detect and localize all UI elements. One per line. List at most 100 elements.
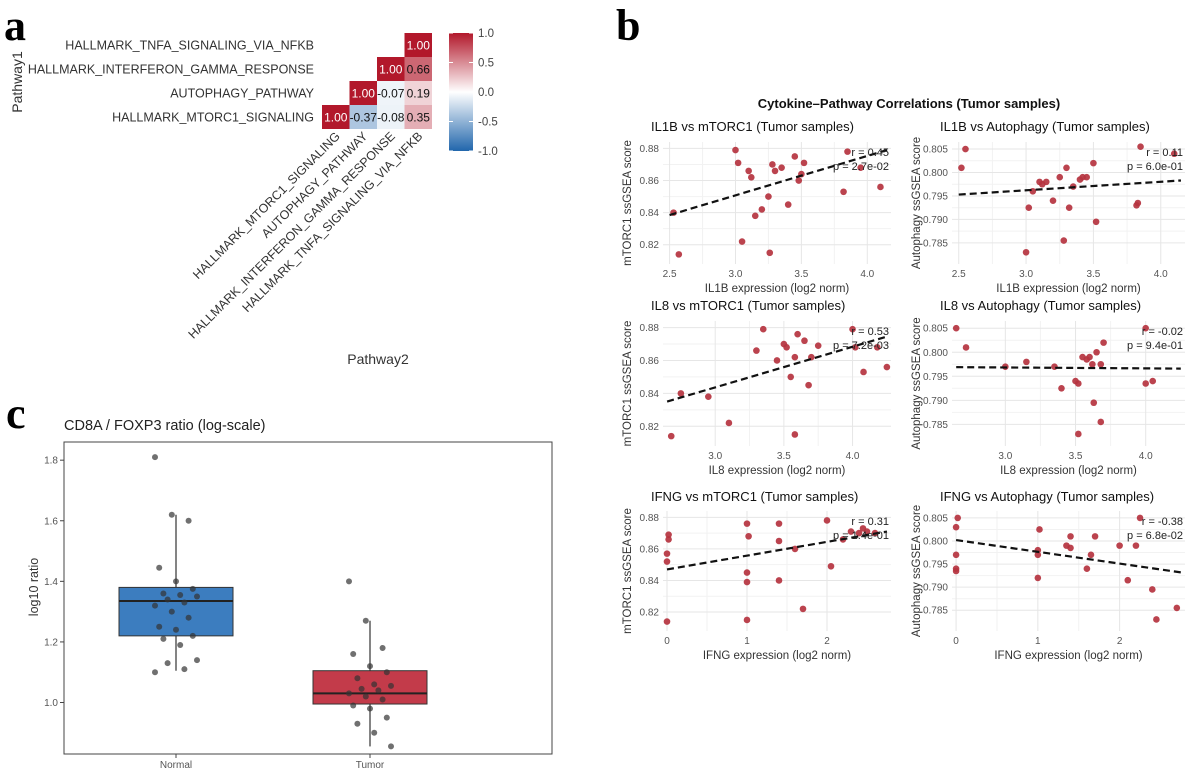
scatter-point <box>1034 574 1042 582</box>
jitter-point <box>194 657 200 664</box>
boxplot-frame <box>63 441 553 755</box>
jitter-point <box>177 641 184 648</box>
y-axis-label: mTORC1 ssGSEA score <box>622 508 634 634</box>
jitter-point <box>375 687 382 694</box>
y-tick-label: 0.86 <box>640 176 660 187</box>
heatmap-row-label: AUTOPHAGY_PATHWAY <box>170 87 314 101</box>
scatter-point <box>794 330 801 338</box>
scatter-facet: IFNG vs mTORC1 (Tumor samples) 0 1 2 0.82 0.8… <box>622 489 891 662</box>
y-tick-label: 0.795 <box>923 560 948 571</box>
regression-line <box>669 148 888 217</box>
scatter-point <box>1023 358 1030 366</box>
scatter-facet: IL8 vs Autophagy (Tumor samples) 3.0 3.5 4.… <box>911 298 1185 477</box>
scatter-point <box>1132 542 1140 549</box>
jitter-point <box>388 682 394 689</box>
scatter-point <box>1075 430 1082 438</box>
heatmap-row-label: HALLMARK_INTERFERON_GAMMA_RESPONSE <box>28 63 314 77</box>
jitter-point <box>173 578 179 585</box>
scatter-point <box>801 337 808 345</box>
x-tick-label: 3.5 <box>1086 269 1100 280</box>
scatter-point <box>665 536 672 543</box>
jitter-point <box>156 564 163 571</box>
scatter-point <box>787 373 795 381</box>
scatter-point <box>952 523 960 531</box>
jitter-point <box>346 578 352 585</box>
scatter-point <box>791 431 799 438</box>
heatmap-cell-label: 0.19 <box>407 87 431 101</box>
jitter-point <box>164 660 171 667</box>
heatmap-row-label: HALLMARK_MTORC1_SIGNALING <box>112 111 314 125</box>
x-tick-label: 3.5 <box>777 451 791 462</box>
heatmap-cell-label: 1.00 <box>324 111 348 125</box>
correlation-p: p = 2.7e-02 <box>833 161 889 173</box>
y-tick-label: 1.6 <box>44 516 58 527</box>
jitter-point <box>383 669 390 676</box>
jitter-point <box>346 690 352 697</box>
scatter-point <box>800 159 808 167</box>
heatmap-cell <box>404 105 432 129</box>
y-axis-label: Autophagy ssGSEA score <box>911 137 923 269</box>
scatter-point <box>743 520 751 527</box>
heatmap-cell <box>377 81 405 105</box>
heatmap-cell <box>404 57 432 81</box>
scatter-point <box>1136 514 1144 522</box>
x-tick-label: Tumor <box>356 760 385 771</box>
scatter-point <box>1049 197 1057 204</box>
scatter-point <box>1065 204 1073 211</box>
jitter-point <box>367 663 373 670</box>
correlation-r: r = 0.11 <box>1146 147 1183 159</box>
scatter-point <box>1060 237 1068 244</box>
scatter-point <box>795 177 803 184</box>
x-tick-label: 0 <box>664 636 670 647</box>
correlation-p: p = 1.4e-01 <box>833 530 889 542</box>
scatter-point <box>799 605 807 613</box>
scatter-point <box>860 368 867 376</box>
x-axis-label: IL8 expression (log2 norm) <box>709 465 846 477</box>
x-tick-label: 3.5 <box>1069 451 1083 462</box>
y-axis-label: mTORC1 ssGSEA score <box>622 321 634 447</box>
regression-line <box>955 538 1182 574</box>
scatter-point <box>663 618 671 625</box>
y-tick-label: 0.800 <box>923 537 948 548</box>
scatter-point <box>791 545 799 553</box>
scatter-point <box>759 325 767 333</box>
y-tick-label: 0.86 <box>640 544 660 555</box>
jitter-point <box>194 593 200 600</box>
scatter-point <box>883 363 891 371</box>
y-tick-label: 0.790 <box>923 215 948 226</box>
heatmap-col-label: HALLMARK_INTERFERON_GAMMA_RESPONSE <box>186 129 398 341</box>
correlation-p: p = 7.2e-03 <box>833 340 889 352</box>
x-tick-label: 3.5 <box>794 269 808 280</box>
jitter-point <box>379 696 386 703</box>
colorbar-tick-label: 0.0 <box>478 87 494 99</box>
facet-title: IFNG vs mTORC1 (Tumor samples) <box>651 489 858 504</box>
jitter-point <box>160 635 167 642</box>
y-tick-label: 1.4 <box>44 577 58 588</box>
facet-title: IL8 vs mTORC1 (Tumor samples) <box>651 298 845 313</box>
jitter-point <box>164 596 171 603</box>
scatter-point <box>1142 324 1149 332</box>
scatter-point <box>857 164 864 171</box>
y-tick-label: 1.0 <box>44 698 58 709</box>
scatter-point <box>1083 173 1090 181</box>
jitter-point <box>189 585 196 592</box>
scatter-point <box>769 161 776 168</box>
scatter-point <box>1093 348 1100 356</box>
scatter-point <box>873 344 881 351</box>
scatter-facet: IL8 vs mTORC1 (Tumor samples) 3.0 3.5 4.0 0.… <box>622 298 891 477</box>
y-tick-label: 0.805 <box>923 145 948 156</box>
jitter-point <box>181 666 188 673</box>
regression-line <box>956 366 1181 370</box>
regression-line <box>958 179 1182 196</box>
scatter-point <box>765 193 772 200</box>
scatter-point <box>1153 616 1160 623</box>
scatter-point <box>743 569 751 576</box>
scatter-point <box>745 167 752 175</box>
cytokine-scatter-panel: Cytokine–Pathway Correlations (Tumor sam… <box>622 96 1185 662</box>
scatter-point <box>748 174 755 181</box>
y-tick-label: 0.86 <box>640 356 660 367</box>
scatter-point <box>962 344 970 351</box>
y-tick-label: 0.82 <box>640 422 660 433</box>
jitter-point <box>152 454 158 461</box>
correlation-r: r = -0.38 <box>1142 516 1183 528</box>
